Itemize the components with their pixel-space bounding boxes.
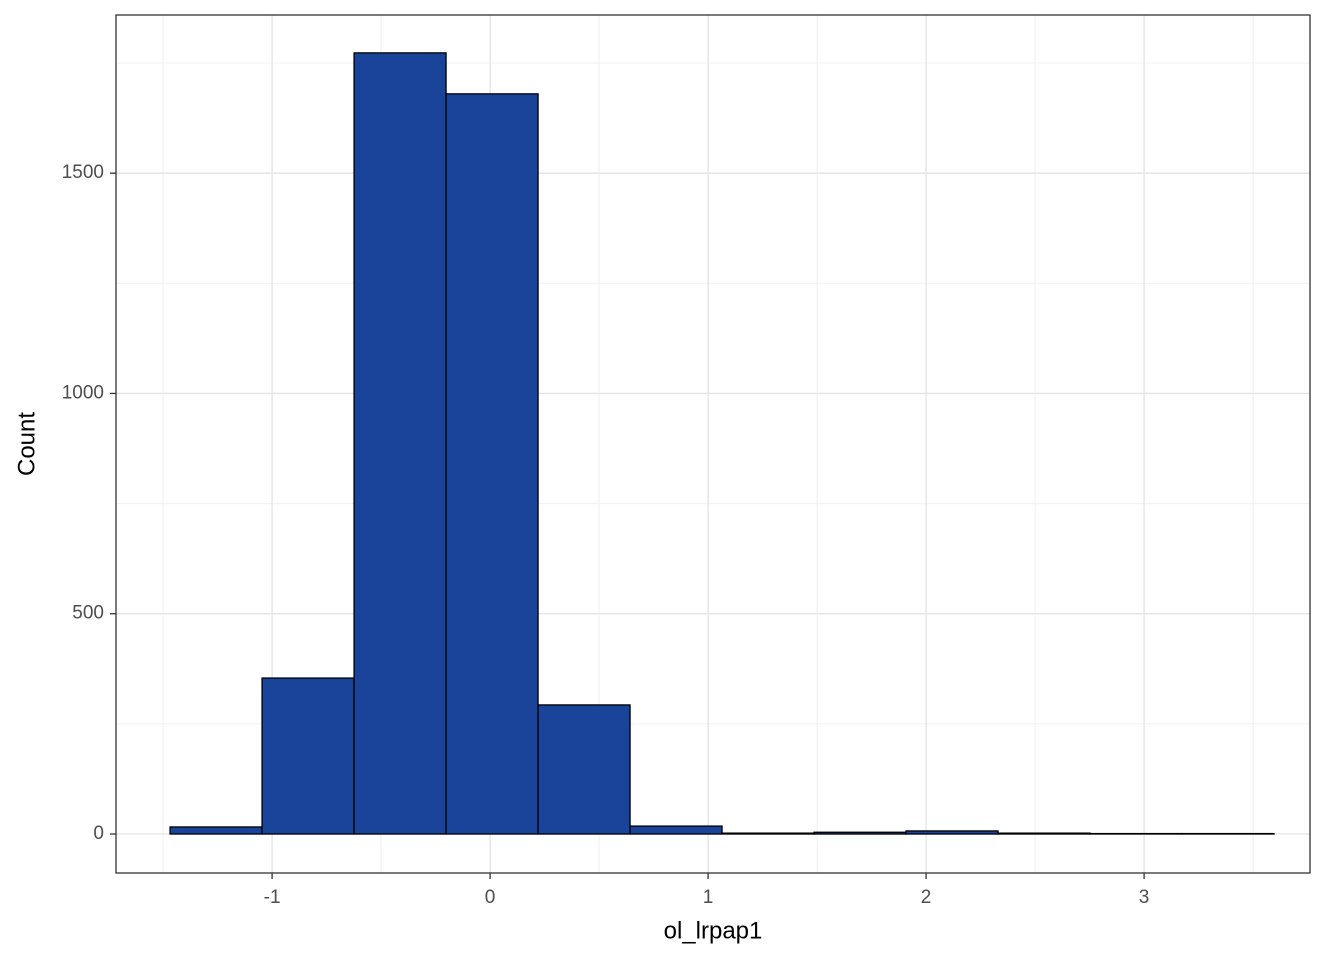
x-tick-label: 1 (703, 887, 714, 908)
bar (446, 94, 538, 834)
bar (262, 678, 354, 834)
bar (170, 827, 262, 834)
y-tick-label: 500 (72, 603, 104, 624)
bar (814, 832, 906, 834)
y-axis-title: Count (13, 412, 40, 476)
y-tick-label: 1500 (62, 162, 104, 183)
bar (998, 833, 1090, 834)
x-tick-label: -1 (264, 887, 281, 908)
x-tick-label: 2 (921, 887, 932, 908)
y-tick-label: 1000 (62, 382, 104, 403)
bar (538, 705, 630, 834)
bars (170, 53, 1274, 834)
y-tick-label: 0 (93, 823, 104, 844)
bar (354, 53, 446, 834)
x-tick-label: 3 (1139, 887, 1150, 908)
bar (722, 833, 814, 834)
x-tick-label: 0 (485, 887, 496, 908)
x-axis-title: ol_lrpap1 (664, 917, 763, 944)
bar (906, 831, 998, 834)
bar (630, 826, 722, 834)
